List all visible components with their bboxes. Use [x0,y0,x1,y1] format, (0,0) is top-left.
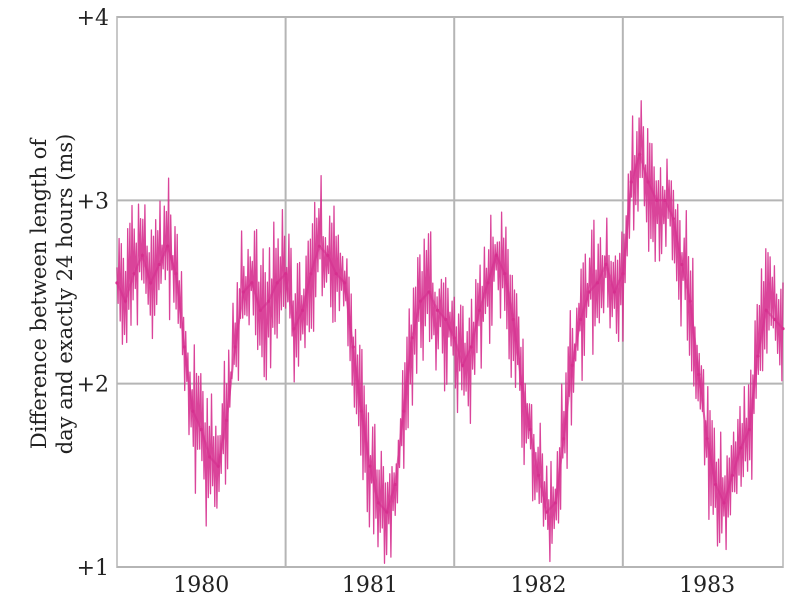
data-point [267,299,271,303]
x-tick-label: 1982 [511,573,567,598]
data-point [520,382,524,386]
data-point [241,290,246,294]
data-point [553,501,557,505]
data-point [511,317,515,322]
y-tick-label: +3 [77,189,109,214]
data-point [570,363,574,367]
data-point [747,427,751,432]
data-point [123,299,128,303]
data-point [275,281,279,285]
y-axis-title-line1: Difference between length of [27,137,51,449]
data-point [132,272,136,276]
data-point [157,262,161,267]
y-tick-label: +4 [77,6,109,31]
data-point [191,409,195,413]
data-point [224,418,229,422]
data-point [351,345,355,349]
data-point [250,281,254,285]
data-point [359,409,364,413]
data-point [562,437,566,441]
data-point [477,308,482,312]
data-point [587,290,591,294]
data-point [697,372,701,377]
data-point [629,180,633,184]
data-point [233,345,237,349]
data-point [182,345,187,349]
data-point [317,244,321,248]
data-point [730,473,735,477]
data-point [165,244,170,248]
data-point [208,455,212,459]
data-point [309,272,313,276]
data-point [503,272,507,276]
data-point [343,281,347,285]
data-point [140,253,144,257]
data-point [781,327,785,331]
data-point [368,464,372,468]
y-tick-label: +1 [77,556,109,581]
data-point [739,446,743,450]
data-point [663,198,667,202]
data-point [756,354,760,358]
data-point [334,272,338,276]
data-point [469,345,473,349]
data-point [688,299,692,303]
data-point [461,363,465,367]
x-tick-label: 1980 [173,573,229,598]
series-line [116,100,784,564]
data-point [427,290,431,294]
data-point [638,152,642,157]
data-point [764,308,768,312]
data-point [722,501,726,505]
data-point [646,180,650,184]
data-point [284,272,288,276]
series-trend [115,150,784,515]
data-point [494,253,498,257]
data-point [174,272,178,276]
data-point [292,327,296,331]
data-point [385,510,389,514]
x-tick-label: 1981 [342,573,398,598]
data-point [654,198,659,202]
data-point [595,281,600,285]
data-point [258,308,262,312]
data-point [705,437,709,441]
data-point [376,501,380,505]
data-point [300,308,305,312]
data-point [545,510,549,514]
data-point [435,308,439,312]
series-layer [115,100,785,564]
data-point [199,427,203,432]
data-point [612,290,616,294]
data-point [418,299,423,303]
data-point [536,473,541,477]
data-point [528,427,532,432]
data-point [149,281,153,285]
data-point [216,464,220,468]
label-layer: +4 +3 +2 +1 1980 1981 1982 1983 [77,6,736,598]
data-point [680,262,684,267]
data-point [410,336,414,340]
data-point [326,253,330,257]
data-point [772,317,777,322]
data-point [393,482,397,487]
y-axis-title-line2: day and exactly 24 hours (ms) [53,134,77,455]
x-tick-label: 1983 [679,573,735,598]
data-point [115,281,119,285]
data-point [444,317,448,322]
data-point [452,336,456,340]
data-point [621,272,625,276]
data-point [402,409,406,413]
data-point [713,482,718,487]
data-point [486,281,490,285]
data-point [604,262,608,267]
data-point [671,217,676,221]
data-point [579,317,583,322]
y-tick-label: +2 [77,373,109,398]
